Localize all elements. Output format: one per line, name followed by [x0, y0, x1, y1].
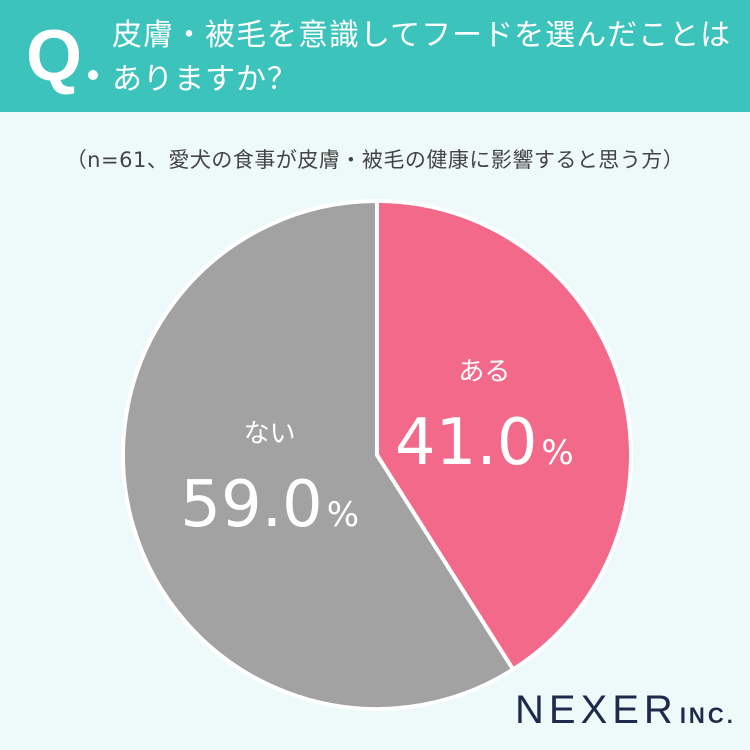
- q-mark: Q: [26, 16, 83, 96]
- slice-value-number: 41.0: [395, 406, 538, 480]
- chart-subtitle: （n=61、愛犬の食事が皮膚・被毛の健康に影響すると思う方）: [65, 148, 685, 172]
- slice-value-label: 59.0%: [180, 468, 359, 542]
- question-header: Q 皮膚・被毛を意識してフードを選んだことは ありますか？: [0, 0, 750, 112]
- q-dot: [88, 70, 98, 80]
- slice-value-label: 41.0%: [395, 406, 574, 480]
- slice-value-unit: %: [541, 433, 573, 473]
- brand-name: NEXER: [515, 688, 678, 732]
- slice-value-number: 59.0: [180, 468, 323, 542]
- question-line-2: ありますか？: [112, 62, 298, 97]
- brand-suffix: INC.: [679, 703, 736, 728]
- question-text: 皮膚・被毛を意識してフードを選んだことは ありますか？: [112, 14, 742, 102]
- slice-category-label: ない: [244, 419, 296, 449]
- slice-value-unit: %: [327, 495, 359, 535]
- question-line-1: 皮膚・被毛を意識してフードを選んだことは: [112, 18, 732, 53]
- brand-logo: NEXERINC.: [515, 688, 736, 733]
- slice-category-label: ある: [458, 357, 510, 387]
- pie-slice-2: [121, 199, 516, 711]
